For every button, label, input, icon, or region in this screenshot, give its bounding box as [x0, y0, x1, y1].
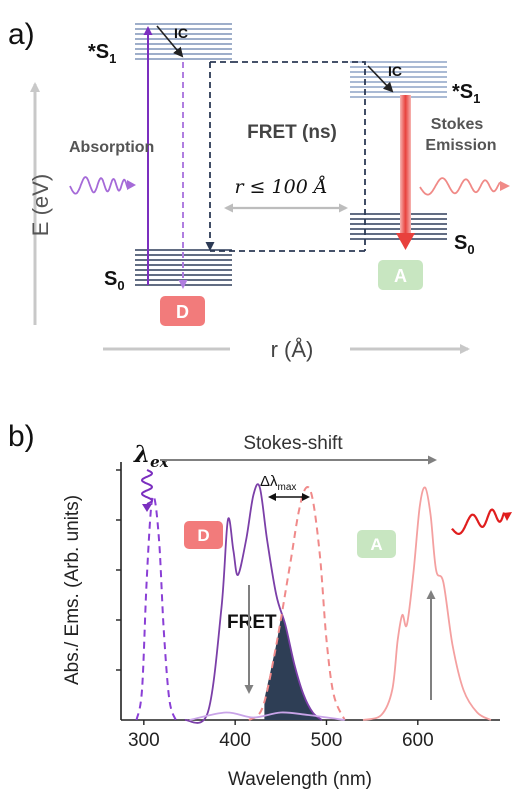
lambda-ex-label: λex	[133, 441, 170, 471]
donor-s0-label: S0	[104, 268, 125, 293]
ic-left-arrow	[156, 25, 184, 58]
donor-badge-b-label: D	[197, 526, 209, 545]
acceptor-s1-levels	[350, 61, 447, 98]
emission-wave-arrowhead	[500, 181, 510, 191]
acceptor-emission-bar	[400, 95, 411, 237]
donor-s1-label: *S1	[88, 41, 116, 66]
fret-label: FRET (ns)	[247, 122, 337, 143]
acceptor-s0-label: S0	[454, 232, 475, 257]
donor-badge-label: D	[176, 302, 189, 322]
distance-axis-label: r (Å)	[271, 337, 314, 362]
x-tick-label: 300	[128, 730, 160, 751]
x-tick-label: 400	[219, 730, 251, 751]
donor-badge	[160, 296, 205, 326]
donor-badge-b	[184, 521, 223, 549]
panel-a-label: a)	[8, 18, 35, 51]
absorption-wave-arrowhead	[127, 180, 136, 190]
acceptor-s0-levels	[350, 213, 447, 240]
y-ticks	[116, 469, 121, 671]
x-axis-label: Wavelength (nm)	[228, 769, 372, 790]
acceptor-emission-wave	[451, 508, 506, 535]
delta-lambda-label: Δλmax	[260, 473, 296, 493]
acceptor-badge	[378, 260, 423, 290]
stokes-label-line1: Stokes	[431, 116, 484, 133]
donor-emission-curve	[248, 486, 346, 721]
fret-label-b: FRET	[227, 612, 277, 633]
panel-b-label: b)	[8, 420, 35, 453]
y-axis-label: Abs./ Ems. (Arb. units)	[62, 495, 83, 685]
excitation-wave	[140, 469, 154, 505]
ic-right-arrow	[367, 65, 394, 93]
ic-left-label: IC	[174, 25, 188, 41]
emission-wave	[419, 177, 501, 196]
baseline-curve	[189, 711, 345, 721]
excitation-absorption-curve	[135, 495, 177, 721]
acceptor-badge-b-label: A	[370, 535, 382, 554]
energy-axis-label: E (eV)	[28, 174, 53, 236]
x-tick-label: 600	[402, 730, 434, 751]
stokes-label-line2: Emission	[425, 137, 496, 154]
acceptor-emission-arrowhead	[396, 233, 415, 250]
acceptor-emission-curve	[362, 486, 492, 721]
x-ticks: 300 400 500 600	[128, 720, 434, 751]
fret-path-top	[232, 61, 366, 251]
acceptor-emission-wave-arrowhead	[503, 512, 512, 521]
spectra	[135, 483, 492, 724]
donor-absorption-curve	[184, 483, 323, 724]
excitation-wave-arrowhead	[142, 504, 152, 512]
absorption-wave	[69, 176, 129, 195]
fret-overlap-area	[264, 616, 323, 720]
ic-right-label: IC	[388, 63, 402, 79]
panel-b: b) 300 400 500 600 Abs./ Ems. (Arb. units) …	[8, 420, 512, 790]
stokes-shift-label: Stokes-shift	[243, 433, 343, 454]
panel-a: a) E (eV) r (Å)	[8, 18, 510, 362]
x-tick-label: 500	[311, 730, 343, 751]
acceptor-badge-label: A	[394, 266, 407, 286]
acceptor-s1-label: *S1	[452, 81, 480, 106]
distance-condition: r ≤ 100 Å	[234, 176, 327, 198]
acceptor-badge-b	[357, 530, 396, 558]
absorption-label: Absorption	[69, 139, 154, 156]
